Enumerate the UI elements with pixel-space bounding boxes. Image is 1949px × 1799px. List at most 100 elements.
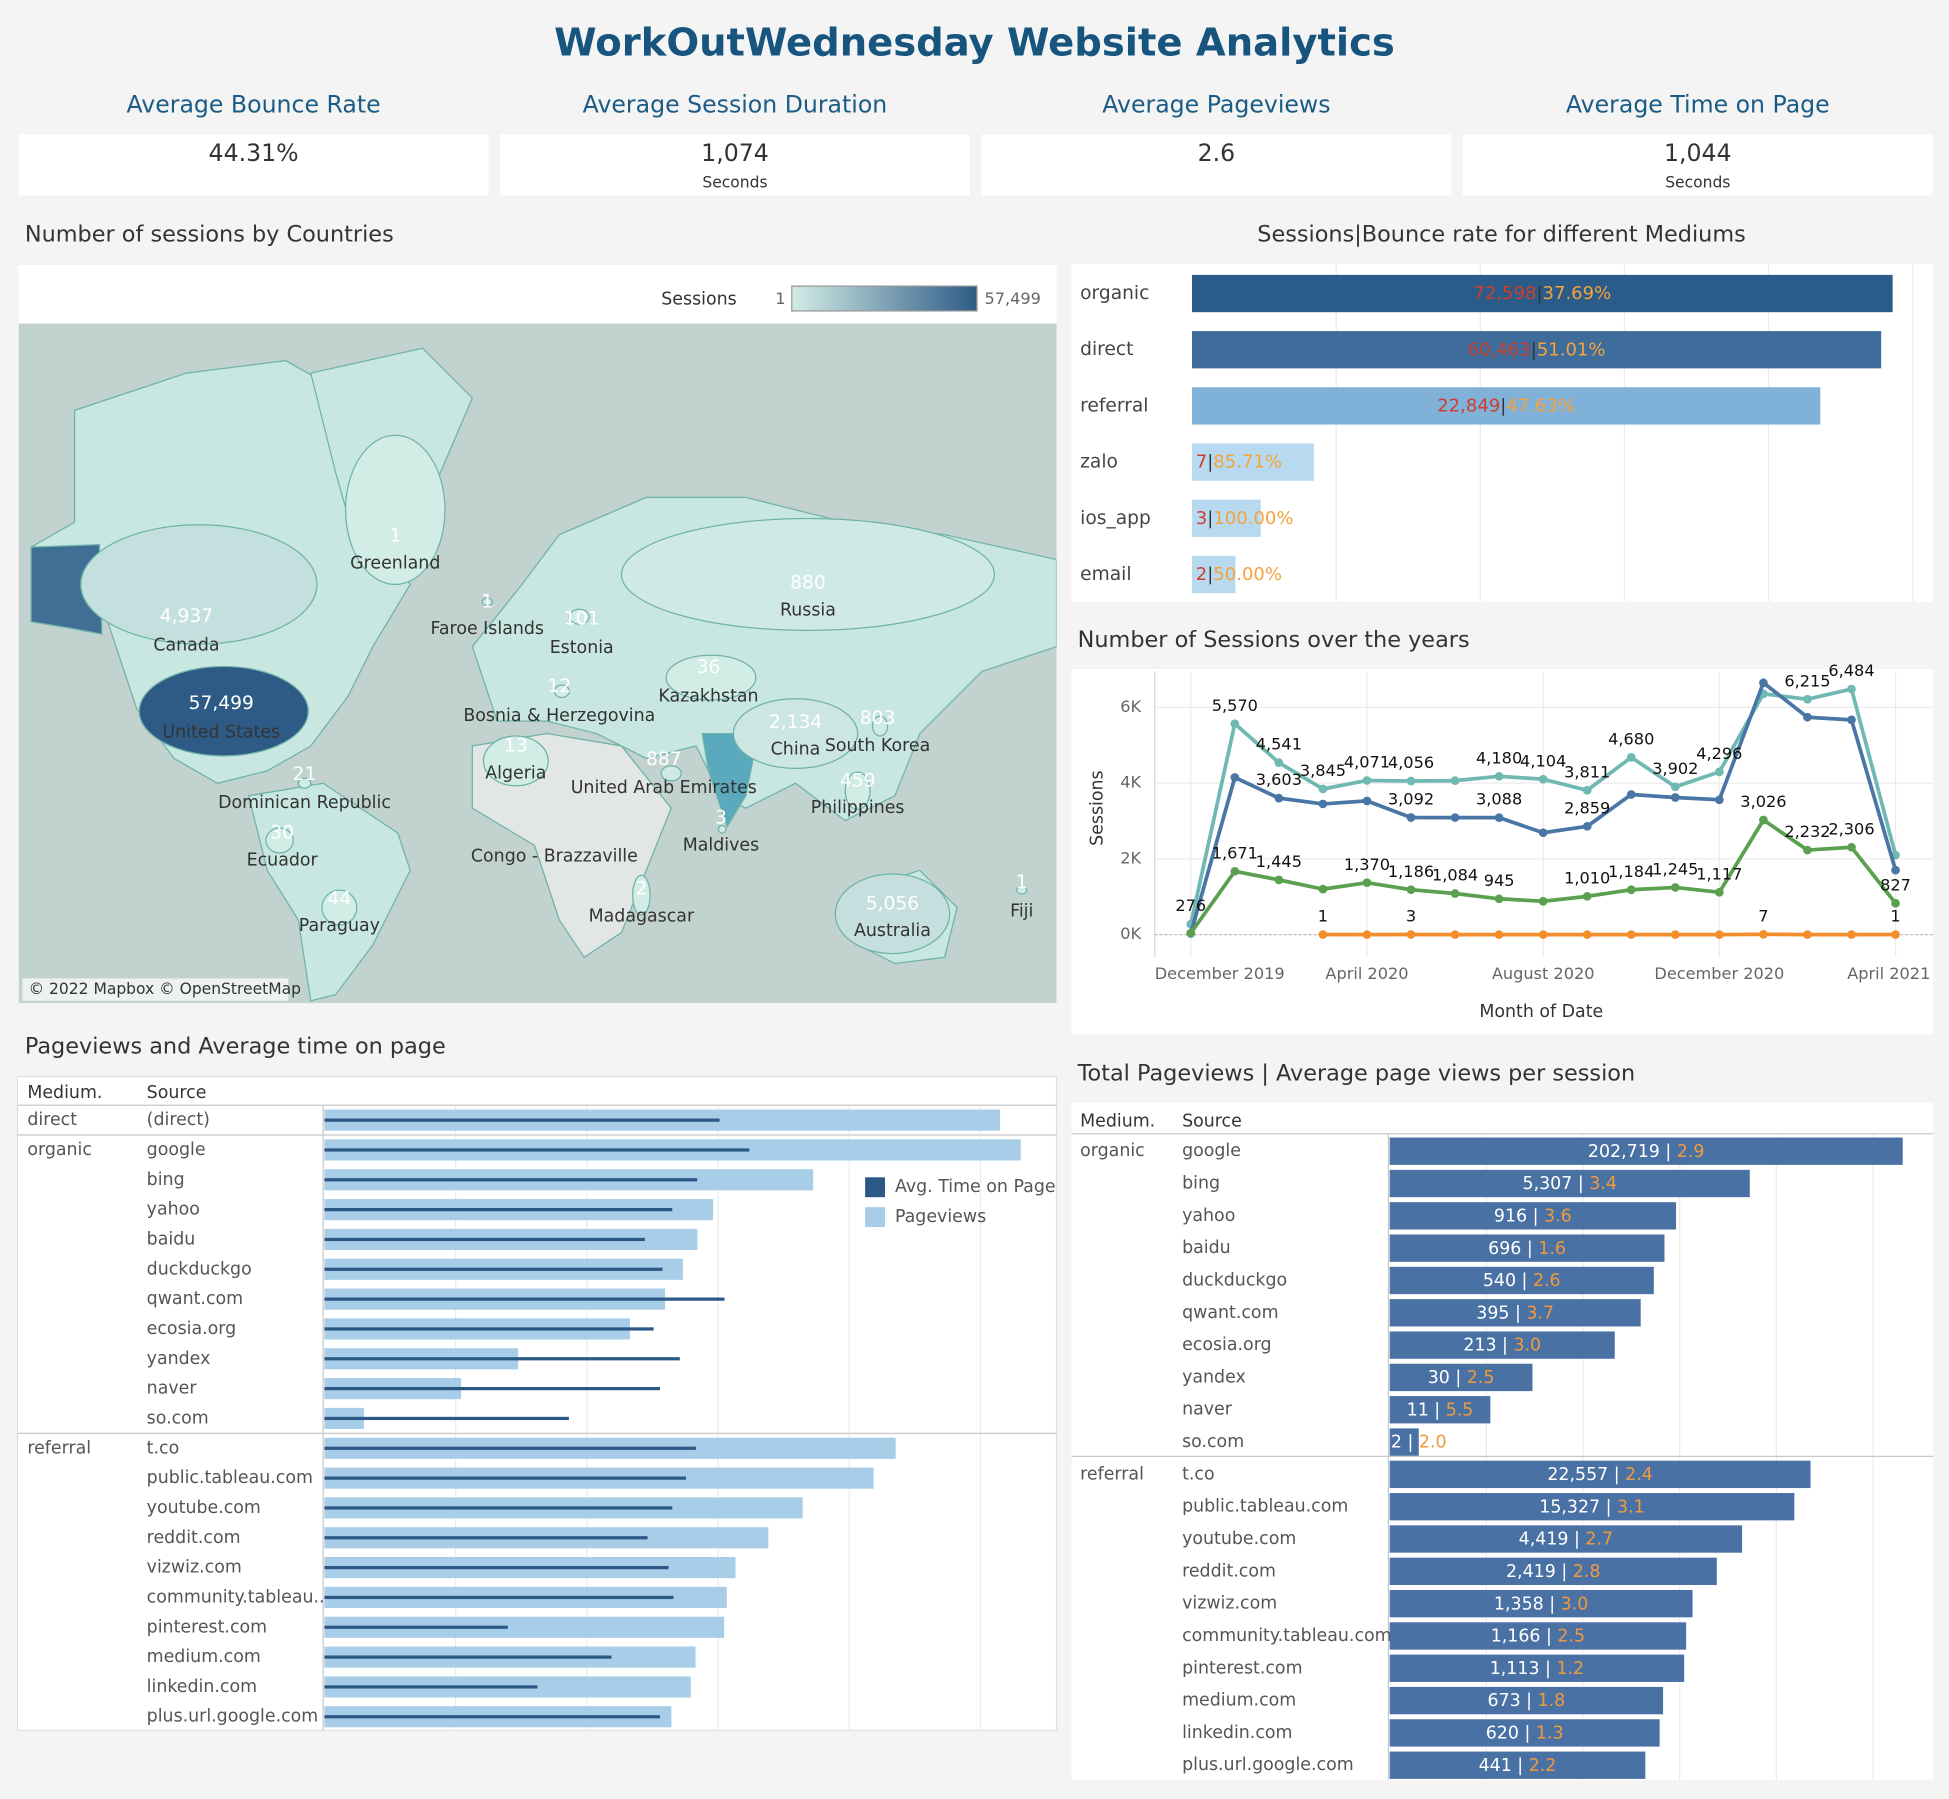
category-label: yandex	[1182, 1367, 1246, 1387]
bar-label-part: 11	[1407, 1400, 1429, 1420]
country-value: 30	[270, 823, 294, 844]
category-label: so.com	[1182, 1432, 1244, 1452]
series-point	[1494, 813, 1504, 823]
bar-label-part: |	[1541, 1627, 1558, 1647]
bar-label-part: |	[1207, 564, 1213, 585]
bar-label-part: 1,166	[1491, 1627, 1541, 1647]
bar	[1389, 1719, 1660, 1747]
bar-label-part: 5,307	[1523, 1174, 1573, 1194]
bar-label-part: 100.00%	[1213, 508, 1293, 529]
bar-label-part: 15,327	[1539, 1497, 1600, 1517]
series-point	[1538, 896, 1548, 906]
series-point	[1274, 758, 1284, 767]
country-name: Estonia	[550, 638, 614, 658]
category-label: google	[147, 1140, 206, 1160]
series-point	[1274, 875, 1284, 885]
country	[321, 889, 358, 926]
bar-label-part: 2.7	[1585, 1530, 1613, 1550]
ratio-title: Total Pageviews | Average page views per…	[1077, 1061, 1635, 1087]
country	[1016, 885, 1028, 895]
series-point	[1538, 774, 1548, 784]
category-label: public.tableau.com	[1182, 1497, 1348, 1517]
series-point	[1626, 930, 1636, 939]
country-name: United States	[162, 722, 280, 742]
y-tick-label: 2K	[1120, 848, 1141, 867]
country-value: 13	[504, 735, 528, 756]
series-point	[1582, 785, 1592, 795]
legend-ramp	[791, 285, 978, 312]
series-point	[1582, 821, 1592, 831]
country-value: 803	[860, 708, 896, 729]
bar-label: 1,166 | 2.5	[1491, 1627, 1585, 1647]
series-point	[1759, 678, 1768, 688]
country-value: 12	[547, 676, 571, 697]
country-name: Philippines	[811, 798, 905, 818]
series-point	[1274, 793, 1284, 803]
bar-label-part: |	[1568, 1530, 1585, 1550]
data-label: 6,484	[1828, 661, 1874, 680]
country	[297, 777, 312, 789]
country	[717, 824, 727, 834]
bar-label-part: |	[1521, 1239, 1538, 1259]
series-point	[1847, 930, 1856, 939]
x-tick-label: August 2020	[1492, 964, 1595, 983]
data-label: 2,232	[1784, 822, 1830, 841]
bar-label-part: 1.6	[1538, 1239, 1566, 1259]
country-name: Fiji	[1010, 901, 1033, 921]
bar-label: 22,849|47.63%	[1437, 396, 1575, 417]
bar-label-part: |	[1608, 1465, 1625, 1485]
bar-label-part: |	[1540, 1659, 1557, 1679]
bar-label: 540 | 2.6	[1483, 1271, 1561, 1291]
bar-label-part: 3.0	[1513, 1336, 1541, 1356]
time-bar	[324, 1655, 612, 1659]
bar-label-part: |	[1572, 1174, 1589, 1194]
bar	[1389, 1169, 1750, 1198]
time-bar	[324, 1506, 673, 1510]
data-label: 3	[1406, 907, 1416, 926]
country-name: South Korea	[825, 736, 930, 756]
bar	[1389, 1234, 1665, 1262]
bar-label: 213 | 3.0	[1463, 1336, 1541, 1356]
time-bar	[324, 1267, 663, 1271]
kpi-label: Average Time on Page	[1566, 90, 1830, 118]
bar	[1389, 1137, 1903, 1165]
attribution-bg	[22, 978, 289, 1001]
series-point	[1626, 790, 1636, 799]
country-name: United Arab Emirates	[571, 778, 757, 798]
series-point	[1891, 898, 1900, 908]
data-label: 1	[1890, 907, 1900, 926]
category-label: baidu	[147, 1229, 196, 1249]
data-label: 4,180	[1476, 748, 1522, 767]
data-label: 827	[1880, 875, 1911, 894]
bar-label-part: |	[1531, 339, 1537, 360]
category-label: plus.url.google.com	[1182, 1755, 1354, 1775]
bar	[1389, 1266, 1654, 1295]
category-label: t.co	[1182, 1464, 1215, 1484]
bar-label-part: 3.7	[1526, 1303, 1554, 1323]
bar-label: 696 | 1.6	[1488, 1239, 1566, 1259]
x-tick-label: April 2021	[1847, 964, 1930, 983]
country	[844, 771, 871, 811]
country-value: 21	[293, 764, 317, 785]
x-tick-label: December 2019	[1155, 964, 1285, 983]
country-value: 3	[715, 808, 727, 829]
bar-label-part: 1.3	[1536, 1724, 1564, 1744]
bar-label-part: 2.5	[1467, 1368, 1495, 1388]
country-name: Algeria	[485, 763, 546, 783]
bar-label: 202,719 | 2.9	[1588, 1142, 1705, 1162]
time-bar	[324, 1148, 750, 1152]
africa	[471, 732, 672, 959]
series-point	[1362, 930, 1372, 939]
country-name: Madagascar	[589, 906, 695, 926]
column-header: Source	[147, 1083, 207, 1103]
kpi-label: Average Pageviews	[1102, 90, 1330, 118]
series-point	[1626, 885, 1636, 895]
category-label: baidu	[1182, 1238, 1231, 1258]
kpi-label: Average Bounce Rate	[126, 90, 380, 118]
bar-label-part: 60,463	[1468, 339, 1531, 360]
category-label: referral	[1080, 395, 1148, 416]
bar-label: 1,358 | 3.0	[1494, 1594, 1588, 1614]
country-name: Bosnia & Herzegovina	[463, 706, 655, 726]
bar-label: 916 | 3.6	[1494, 1206, 1572, 1226]
